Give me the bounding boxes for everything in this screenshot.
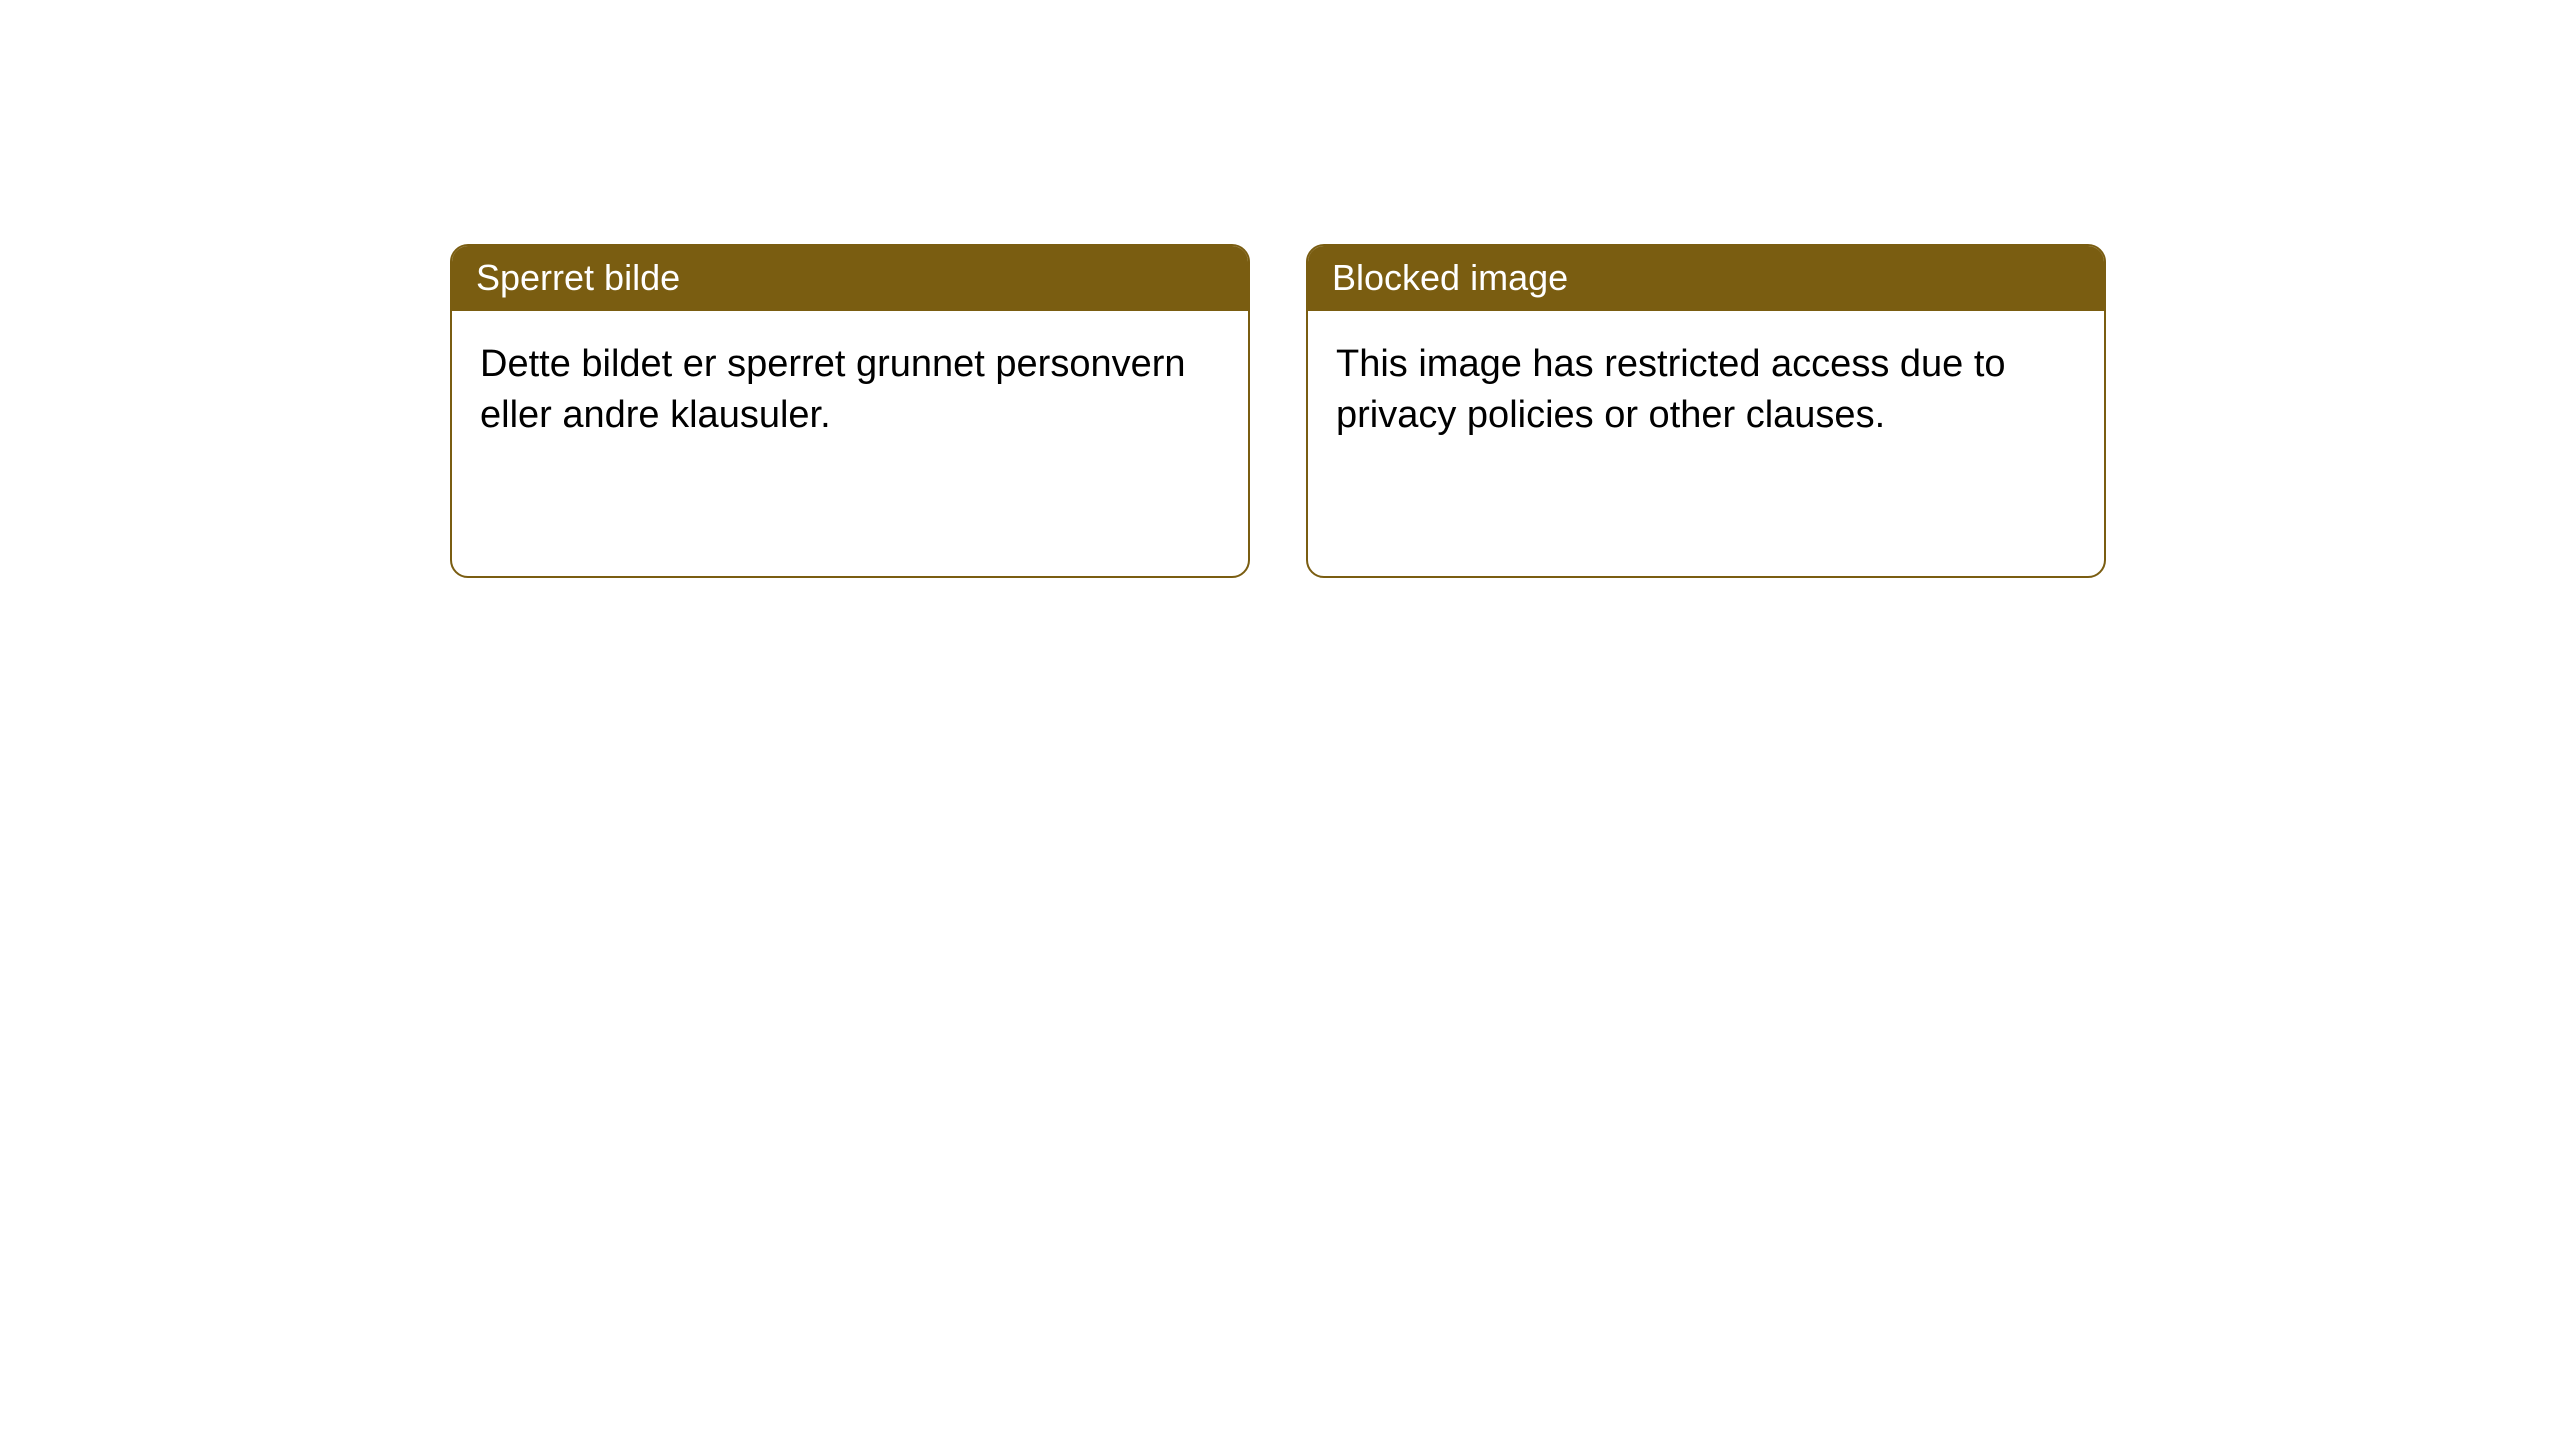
notice-body: This image has restricted access due to … bbox=[1308, 311, 2104, 470]
notice-card-english: Blocked image This image has restricted … bbox=[1306, 244, 2106, 578]
notice-body: Dette bildet er sperret grunnet personve… bbox=[452, 311, 1248, 470]
notice-container: Sperret bilde Dette bildet er sperret gr… bbox=[0, 0, 2560, 578]
notice-card-norwegian: Sperret bilde Dette bildet er sperret gr… bbox=[450, 244, 1250, 578]
notice-title: Sperret bilde bbox=[452, 246, 1248, 311]
notice-title: Blocked image bbox=[1308, 246, 2104, 311]
